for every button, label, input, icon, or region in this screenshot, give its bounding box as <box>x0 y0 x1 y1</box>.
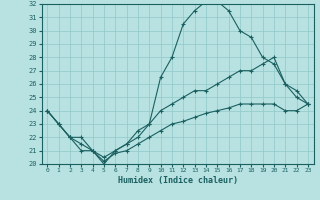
X-axis label: Humidex (Indice chaleur): Humidex (Indice chaleur) <box>118 176 237 185</box>
